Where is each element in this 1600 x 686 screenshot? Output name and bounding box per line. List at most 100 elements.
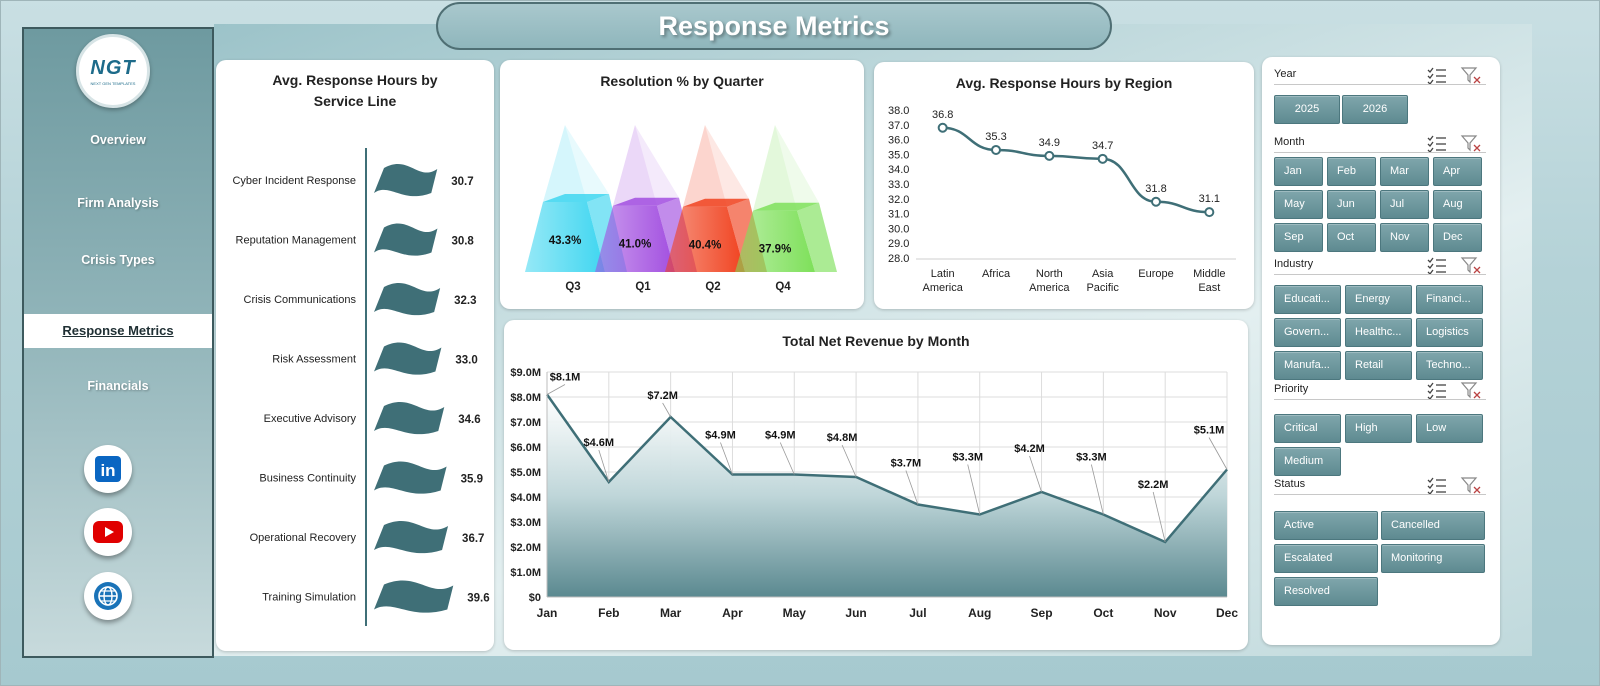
region-value-label-latin-america: 36.8 xyxy=(932,109,953,121)
service-bar-operational-recovery xyxy=(374,520,449,554)
revenue-leader-sep xyxy=(1029,455,1042,493)
slicer-industry-item-logistics[interactable]: Logistics xyxy=(1416,318,1483,347)
revenue-ytick-5: $5.0M xyxy=(510,467,541,479)
service-bar-reputation-management xyxy=(374,223,438,256)
slicer-month-item-aug[interactable]: Aug xyxy=(1433,190,1482,219)
clear-filter-icon[interactable] xyxy=(1460,66,1482,84)
clear-filter-icon[interactable] xyxy=(1460,381,1482,399)
slicer-month-item-apr[interactable]: Apr xyxy=(1433,157,1482,186)
service-category-label-risk-assessment: Risk Assessment xyxy=(272,354,356,366)
revenue-leader-may xyxy=(779,442,795,475)
slicer-industry-item-educati[interactable]: Educati... xyxy=(1274,285,1341,314)
slicer-year-item-2026[interactable]: 2026 xyxy=(1342,95,1408,124)
slicer-month-item-nov[interactable]: Nov xyxy=(1380,223,1429,252)
slicer-title-status: Status xyxy=(1274,478,1306,490)
slicer-priority-item-high[interactable]: High xyxy=(1345,414,1412,443)
slicer-month-item-jan[interactable]: Jan xyxy=(1274,157,1323,186)
revenue-value-label-jun: $4.8M xyxy=(827,432,858,444)
region-value-label-middle-east: 31.1 xyxy=(1199,193,1220,205)
sidebar-item-firm-analysis[interactable]: Firm Analysis xyxy=(77,196,159,210)
slicer-month-item-feb[interactable]: Feb xyxy=(1327,157,1376,186)
quarter-bar-q4 xyxy=(735,210,815,272)
clear-filter-icon[interactable] xyxy=(1460,256,1482,274)
revenue-xtick-oct: Oct xyxy=(1093,606,1113,620)
slicer-industry-item-energy[interactable]: Energy xyxy=(1345,285,1412,314)
linkedin-button[interactable]: in xyxy=(84,445,132,493)
service-bar-crisis-communications xyxy=(374,282,441,316)
slicer-priority-item-critical[interactable]: Critical xyxy=(1274,414,1341,443)
slicer-status-item-escalated[interactable]: Escalated xyxy=(1274,544,1378,573)
slicer-industry-item-financi[interactable]: Financi... xyxy=(1416,285,1483,314)
slicer-status-item-cancelled[interactable]: Cancelled xyxy=(1381,511,1485,540)
multi-select-icon[interactable] xyxy=(1426,66,1448,84)
slicer-status-item-monitoring[interactable]: Monitoring xyxy=(1381,544,1485,573)
youtube-button[interactable] xyxy=(84,508,132,556)
slicer-industry-item-retail[interactable]: Retail xyxy=(1345,351,1412,380)
slicer-industry-item-techno[interactable]: Techno... xyxy=(1416,351,1483,380)
slicer-status-item-resolved[interactable]: Resolved xyxy=(1274,577,1378,606)
multi-select-icon[interactable] xyxy=(1426,256,1448,274)
region-point-asia-pacific xyxy=(1097,153,1108,164)
revenue-value-label-oct: $3.3M xyxy=(1076,452,1107,464)
website-button[interactable] xyxy=(84,572,132,620)
slicer-year-item-2025[interactable]: 2025 xyxy=(1274,95,1340,124)
region-value-label-asia-pacific: 34.7 xyxy=(1092,140,1113,152)
quarter-ghost-side-q3 xyxy=(565,125,609,202)
slicer-status-item-active[interactable]: Active xyxy=(1274,511,1378,540)
clear-filter-icon[interactable] xyxy=(1460,476,1482,494)
sidebar-item-response-metrics[interactable]: Response Metrics xyxy=(24,314,212,348)
revenue-ytick-4: $4.0M xyxy=(510,492,541,504)
service-category-label-reputation-management: Reputation Management xyxy=(236,235,356,247)
clear-filter-icon[interactable] xyxy=(1460,134,1482,152)
revenue-title: Total Net Revenue by Month xyxy=(782,333,970,349)
quarter-ghost-q2 xyxy=(683,125,727,207)
service-value-label-training-simulation: 39.6 xyxy=(467,593,489,605)
slicer-month-item-sep[interactable]: Sep xyxy=(1274,223,1323,252)
revenue-ytick-8: $8.0M xyxy=(510,392,541,404)
service-value-label-risk-assessment: 33.0 xyxy=(455,355,477,367)
slicer-header-month: Month xyxy=(1274,133,1486,153)
quarter-ghost-q3 xyxy=(543,125,587,202)
service-category-label-business-continuity: Business Continuity xyxy=(259,473,356,485)
region-point-north-america xyxy=(1044,150,1055,161)
region-category-label-latin-america-0: Latin xyxy=(931,268,955,280)
revenue-xtick-sep: Sep xyxy=(1031,606,1053,620)
revenue-value-label-feb: $4.6M xyxy=(584,437,615,449)
revenue-line xyxy=(545,393,1228,544)
quarter-chart: 43.3% Q3 41.0% Q1 40.4% Q2 37.9% Q4 xyxy=(525,125,837,293)
logo-subtitle: NEXT GEN TEMPLATES xyxy=(90,80,136,86)
revenue-xtick-aug: Aug xyxy=(968,606,991,620)
slicer-month-item-oct[interactable]: Oct xyxy=(1327,223,1376,252)
revenue-leader-feb xyxy=(598,449,610,483)
service-bar-business-continuity xyxy=(374,461,447,494)
revenue-chart: $0 $1.0M $2.0M $3.0M $4.0M $5.0M $6.0M $7.0M $8.… xyxy=(510,367,1238,620)
slicer-industry-item-healthc[interactable]: Healthc... xyxy=(1345,318,1412,347)
sidebar-item-overview[interactable]: Overview xyxy=(90,133,146,147)
slicer-priority-item-low[interactable]: Low xyxy=(1416,414,1483,443)
slicer-month-item-mar[interactable]: Mar xyxy=(1380,157,1429,186)
slicer-priority-item-medium[interactable]: Medium xyxy=(1274,447,1341,476)
region-value-label-europe: 31.8 xyxy=(1145,183,1166,195)
slicer-industry-item-govern[interactable]: Govern... xyxy=(1274,318,1341,347)
page-title-bar: Response Metrics xyxy=(436,2,1112,50)
slicer-industry-item-manufa[interactable]: Manufa... xyxy=(1274,351,1341,380)
slicer-month-item-dec[interactable]: Dec xyxy=(1433,223,1482,252)
revenue-leader-jun xyxy=(841,444,857,478)
slicer-month-item-may[interactable]: May xyxy=(1274,190,1323,219)
slicer-month-item-jul[interactable]: Jul xyxy=(1380,190,1429,219)
quarter-ghost-q1 xyxy=(613,125,657,206)
revenue-xtick-dec: Dec xyxy=(1216,606,1238,620)
slicer-header-industry: Industry xyxy=(1274,255,1486,275)
youtube-icon xyxy=(93,521,123,543)
multi-select-icon[interactable] xyxy=(1426,381,1448,399)
quarter-bar-q2 xyxy=(665,206,745,272)
multi-select-icon[interactable] xyxy=(1426,476,1448,494)
revenue-xtick-jan: Jan xyxy=(537,606,558,620)
sidebar-item-crisis-types[interactable]: Crisis Types xyxy=(81,253,155,267)
revenue-xtick-apr: Apr xyxy=(722,606,743,620)
slicer-month-item-jun[interactable]: Jun xyxy=(1327,190,1376,219)
multi-select-icon[interactable] xyxy=(1426,134,1448,152)
sidebar-item-financials[interactable]: Financials xyxy=(87,379,149,393)
service-value-label-cyber-incident-response: 30.7 xyxy=(451,176,473,188)
revenue-leader-apr xyxy=(720,442,733,475)
